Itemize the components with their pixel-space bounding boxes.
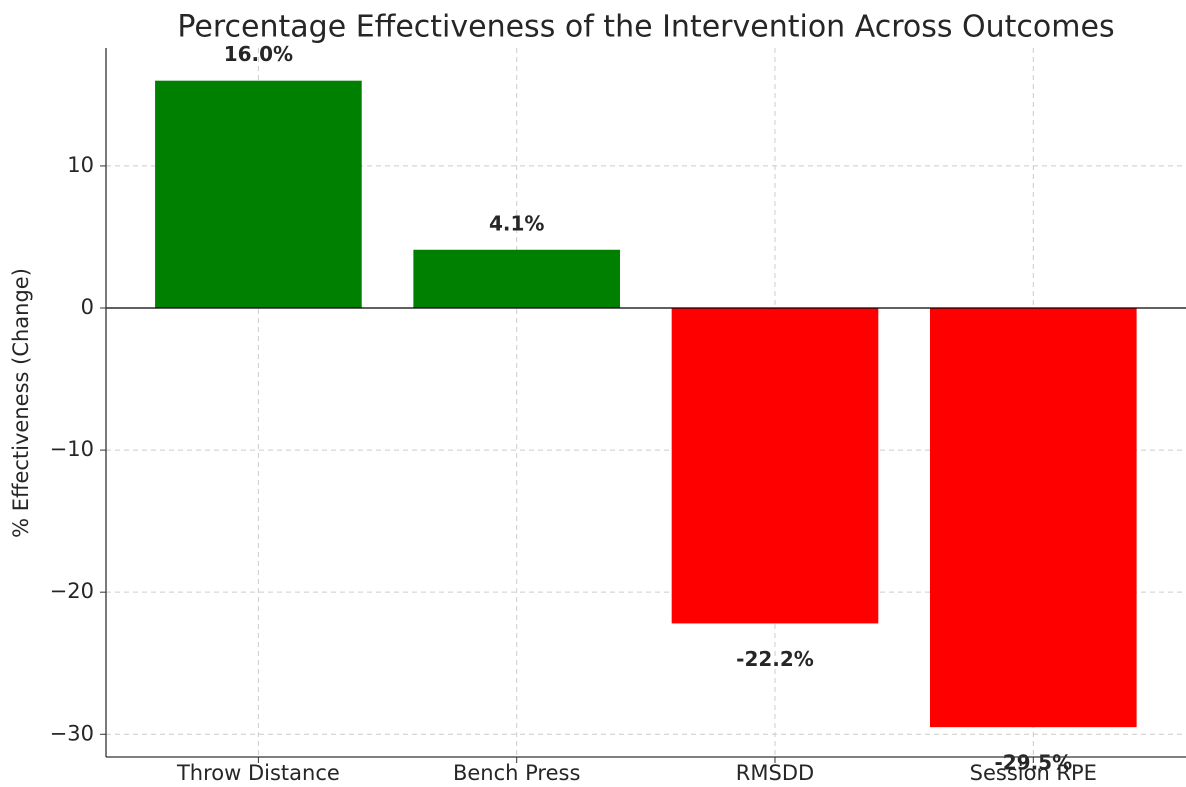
data-label: 4.1% [489, 211, 544, 235]
x-tick-label: Bench Press [453, 761, 580, 785]
bar [671, 308, 879, 624]
y-tick-label: −10 [50, 437, 94, 461]
data-label: 16.0% [224, 42, 293, 66]
x-tick-label: Throw Distance [176, 761, 340, 785]
x-tick-label: Session RPE [970, 761, 1097, 785]
y-tick-label: 0 [81, 295, 94, 319]
y-tick-label: 10 [67, 153, 94, 177]
bar [929, 308, 1137, 728]
bar [155, 80, 362, 309]
bar [413, 249, 621, 309]
y-axis-label: % Effectiveness (Change) [9, 268, 33, 538]
y-tick-label: −20 [50, 579, 94, 603]
data-label: -22.2% [736, 647, 814, 671]
chart-title: Percentage Effectiveness of the Interven… [177, 10, 1114, 45]
x-tick-label: RMSDD [736, 761, 814, 785]
y-tick-label: −30 [50, 721, 94, 745]
